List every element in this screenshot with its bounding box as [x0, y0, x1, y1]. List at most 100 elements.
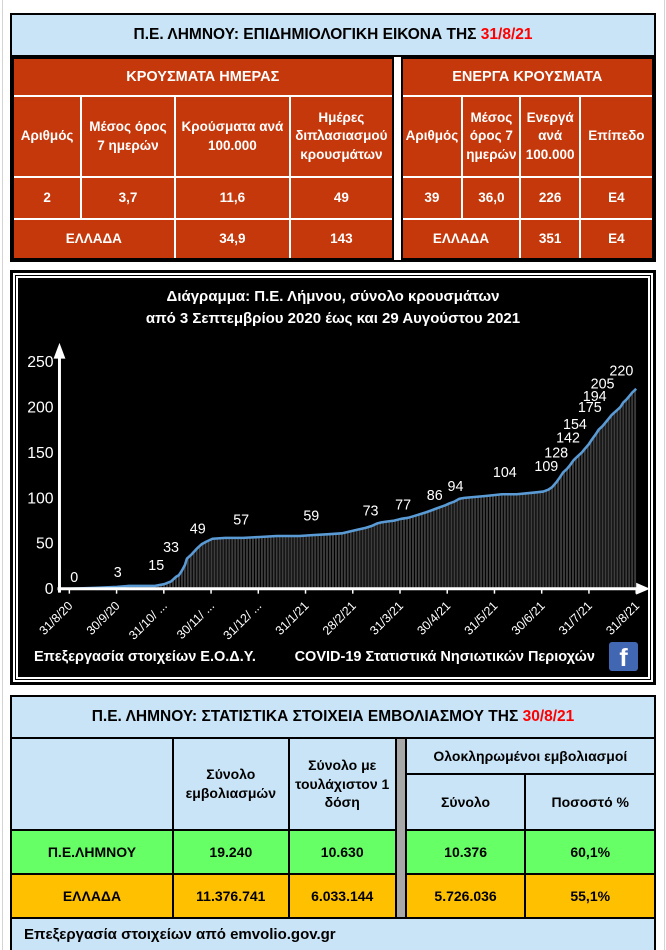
chart-series-name: COVID-19 Στατιστικά Νησιωτικών Περιοχών — [294, 648, 595, 665]
epidemiology-title-text: Π.Ε. ΛΗΜΝΟΥ: ΕΠΙΔΗΜΙΟΛΟΓΙΚΗ ΕΙΚΟΝΑ ΤΗΣ — [133, 26, 481, 43]
cell-value: 3,7 — [80, 176, 174, 218]
vaccination-source-text: Επεξεργασία στοιχείων από emvolio.gov.gr — [12, 917, 654, 950]
x-axis-tick-label: 31/3/21 — [367, 598, 406, 637]
column-header: Μέσος όρος 7 ημερών — [461, 95, 520, 176]
y-axis-tick-label: 100 — [27, 490, 54, 507]
x-axis-tick-label: 30/6/21 — [509, 598, 548, 637]
data-label: 57 — [233, 512, 249, 528]
sub-header: Ποσοστό % — [526, 775, 654, 829]
greece-value: Ε4 — [578, 218, 652, 258]
y-axis-tick-label: 250 — [27, 354, 54, 371]
cell-value: 49 — [289, 176, 392, 218]
daily-cases-section: ΚΡΟΥΣΜΑΤΑ ΗΜΕΡΑΣ Αριθμός Μέσος όρος 7 ημ… — [12, 57, 394, 260]
cell-value: 19.240 — [173, 831, 288, 873]
row-label: ΕΛΛΑΔΑ — [12, 875, 172, 917]
x-axis-tick-label: 31/7/21 — [556, 598, 595, 637]
vaccination-title-text: Π.Ε. ΛΗΜΝΟΥ: ΣΤΑΤΙΣΤΙΚΑ ΣΤΟΙΧΕΙΑ ΕΜΒΟΛΙΑ… — [91, 708, 523, 725]
chart-footer: Επεξεργασία στοιχείων Ε.Ο.Δ.Υ. COVID-19 … — [18, 642, 648, 671]
left-gridline — [2, 0, 3, 950]
column-header: Επίπεδο — [578, 95, 652, 176]
column-header: Σύνολο εμβολιασμών — [173, 739, 288, 829]
cell-value: 36,0 — [461, 176, 520, 218]
data-label: 33 — [163, 540, 179, 556]
column-header: Κρούσματα ανά 100.000 — [173, 95, 290, 176]
data-label: 142 — [556, 430, 580, 446]
group-header: Ολοκληρωμένοι εμβολιασμοί — [406, 739, 654, 773]
y-axis-tick-label: 200 — [27, 399, 54, 416]
cell-value: 10.630 — [289, 831, 395, 873]
cases-chart-frame: Διάγραμμα: Π.Ε. Λήμνου, σύνολο κρουσμάτω… — [13, 273, 653, 682]
column-header: Αριθμός — [402, 95, 462, 176]
data-label: 104 — [493, 465, 517, 481]
greece-value: 351 — [519, 218, 579, 258]
chart-title-line1: Διάγραμμα: Π.Ε. Λήμνου, σύνολο κρουσμάτω… — [166, 288, 500, 305]
vaccination-title-date: 30/8/21 — [522, 708, 575, 725]
vertical-separator — [396, 739, 405, 917]
x-axis-tick-label: 31/8/20 — [36, 598, 75, 637]
x-axis-tick-label: 30/11/ ... — [174, 598, 217, 641]
epidemiology-title: Π.Ε. ΛΗΜΝΟΥ: ΕΠΙΔΗΜΙΟΛΟΓΙΚΗ ΕΙΚΟΝΑ ΤΗΣ 3… — [12, 15, 654, 57]
data-label: 59 — [303, 508, 319, 524]
x-axis-tick-label: 31/8/21 — [603, 598, 642, 637]
data-label: 94 — [448, 478, 464, 494]
data-label: 86 — [427, 487, 443, 503]
column-header: Σύνολο με τουλάχιστον 1 δόση — [289, 739, 395, 829]
data-label: 205 — [591, 376, 615, 392]
x-axis-tick-label: 30/9/20 — [84, 598, 123, 637]
chart-source-text: Επεξεργασία στοιχείων Ε.Ο.Δ.Υ. — [34, 648, 256, 665]
y-axis-arrow — [53, 342, 66, 359]
x-axis-tick-label: 30/4/21 — [414, 598, 453, 637]
data-label: 154 — [563, 416, 587, 432]
chart-title: Διάγραμμα: Π.Ε. Λήμνου, σύνολο κρουσμάτω… — [18, 286, 648, 330]
cell-value: 11,6 — [173, 176, 290, 218]
cell-value: 55,1% — [526, 875, 654, 917]
data-label: 0 — [70, 569, 78, 585]
greece-label: ΕΛΛΑΔΑ — [402, 218, 520, 258]
y-axis-tick-label: 150 — [27, 444, 54, 461]
active-cases-section-title: ΕΝΕΡΓΑ ΚΡΟΥΣΜΑΤΑ — [452, 69, 603, 85]
chart-footer-right: COVID-19 Στατιστικά Νησιωτικών Περιοχών … — [295, 642, 638, 671]
data-label: 15 — [148, 557, 164, 573]
data-label: 3 — [114, 564, 122, 580]
x-axis-tick-label: 31/1/21 — [273, 598, 312, 637]
cell-value: 10.376 — [406, 831, 525, 873]
sub-header: Σύνολο — [406, 775, 525, 829]
x-axis-tick-label: 28/2/21 — [320, 598, 359, 637]
data-label: 49 — [190, 521, 206, 537]
epidemiology-table: Π.Ε. ΛΗΜΝΟΥ: ΕΠΙΔΗΜΙΟΛΟΓΙΚΗ ΕΙΚΟΝΑ ΤΗΣ 3… — [10, 13, 656, 262]
y-axis-tick-label: 50 — [36, 535, 54, 552]
vaccination-table: Π.Ε. ΛΗΜΝΟΥ: ΣΤΑΤΙΣΤΙΚΑ ΣΤΟΙΧΕΙΑ ΕΜΒΟΛΙΑ… — [10, 695, 656, 950]
greece-value: 34,9 — [173, 218, 290, 258]
greece-label: ΕΛΛΑΔΑ — [14, 218, 174, 258]
daily-cases-section-title: ΚΡΟΥΣΜΑΤΑ ΗΜΕΡΑΣ — [126, 69, 280, 85]
active-cases-grid: Αριθμός Μέσος όρος 7 ημερών Ενεργά ανά 1… — [402, 95, 652, 258]
data-label: 175 — [578, 399, 602, 415]
active-cases-section: ΕΝΕΡΓΑ ΚΡΟΥΣΜΑΤΑ Αριθμός Μέσος όρος 7 ημ… — [400, 57, 654, 260]
cell-value: 60,1% — [526, 831, 654, 873]
x-axis-tick-label: 31/10/ ... — [126, 598, 170, 642]
cell-value: 2 — [14, 176, 81, 218]
cell-value: 11.376.741 — [173, 875, 288, 917]
vaccination-title: Π.Ε. ΛΗΜΝΟΥ: ΣΤΑΤΙΣΤΙΚΑ ΣΤΟΙΧΕΙΑ ΕΜΒΟΛΙΑ… — [12, 697, 654, 739]
chart-area-fill — [69, 388, 637, 589]
data-label: 109 — [534, 459, 558, 475]
data-label: 220 — [609, 363, 633, 379]
column-header: Αριθμός — [14, 95, 81, 176]
y-axis-tick-label: 0 — [45, 581, 54, 598]
epidemiology-body: ΚΡΟΥΣΜΑΤΑ ΗΜΕΡΑΣ Αριθμός Μέσος όρος 7 ημ… — [12, 57, 654, 260]
facebook-icon[interactable]: f — [609, 642, 638, 671]
right-gridline — [664, 0, 665, 950]
data-label: 194 — [583, 389, 607, 405]
x-axis-tick-label: 31/5/21 — [462, 598, 501, 637]
x-axis-arrow — [636, 582, 650, 595]
column-header: Μέσος όρος 7 ημερών — [80, 95, 174, 176]
cell-value: 226 — [519, 176, 579, 218]
data-label: 73 — [363, 503, 379, 519]
data-label: 77 — [395, 497, 411, 513]
column-header: Ενεργά ανά 100.000 — [519, 95, 579, 176]
empty-corner-cell — [12, 739, 172, 829]
cases-chart-panel: Διάγραμμα: Π.Ε. Λήμνου, σύνολο κρουσμάτω… — [10, 270, 656, 685]
row-label: Π.Ε.ΛΗΜΝΟΥ — [12, 831, 172, 873]
